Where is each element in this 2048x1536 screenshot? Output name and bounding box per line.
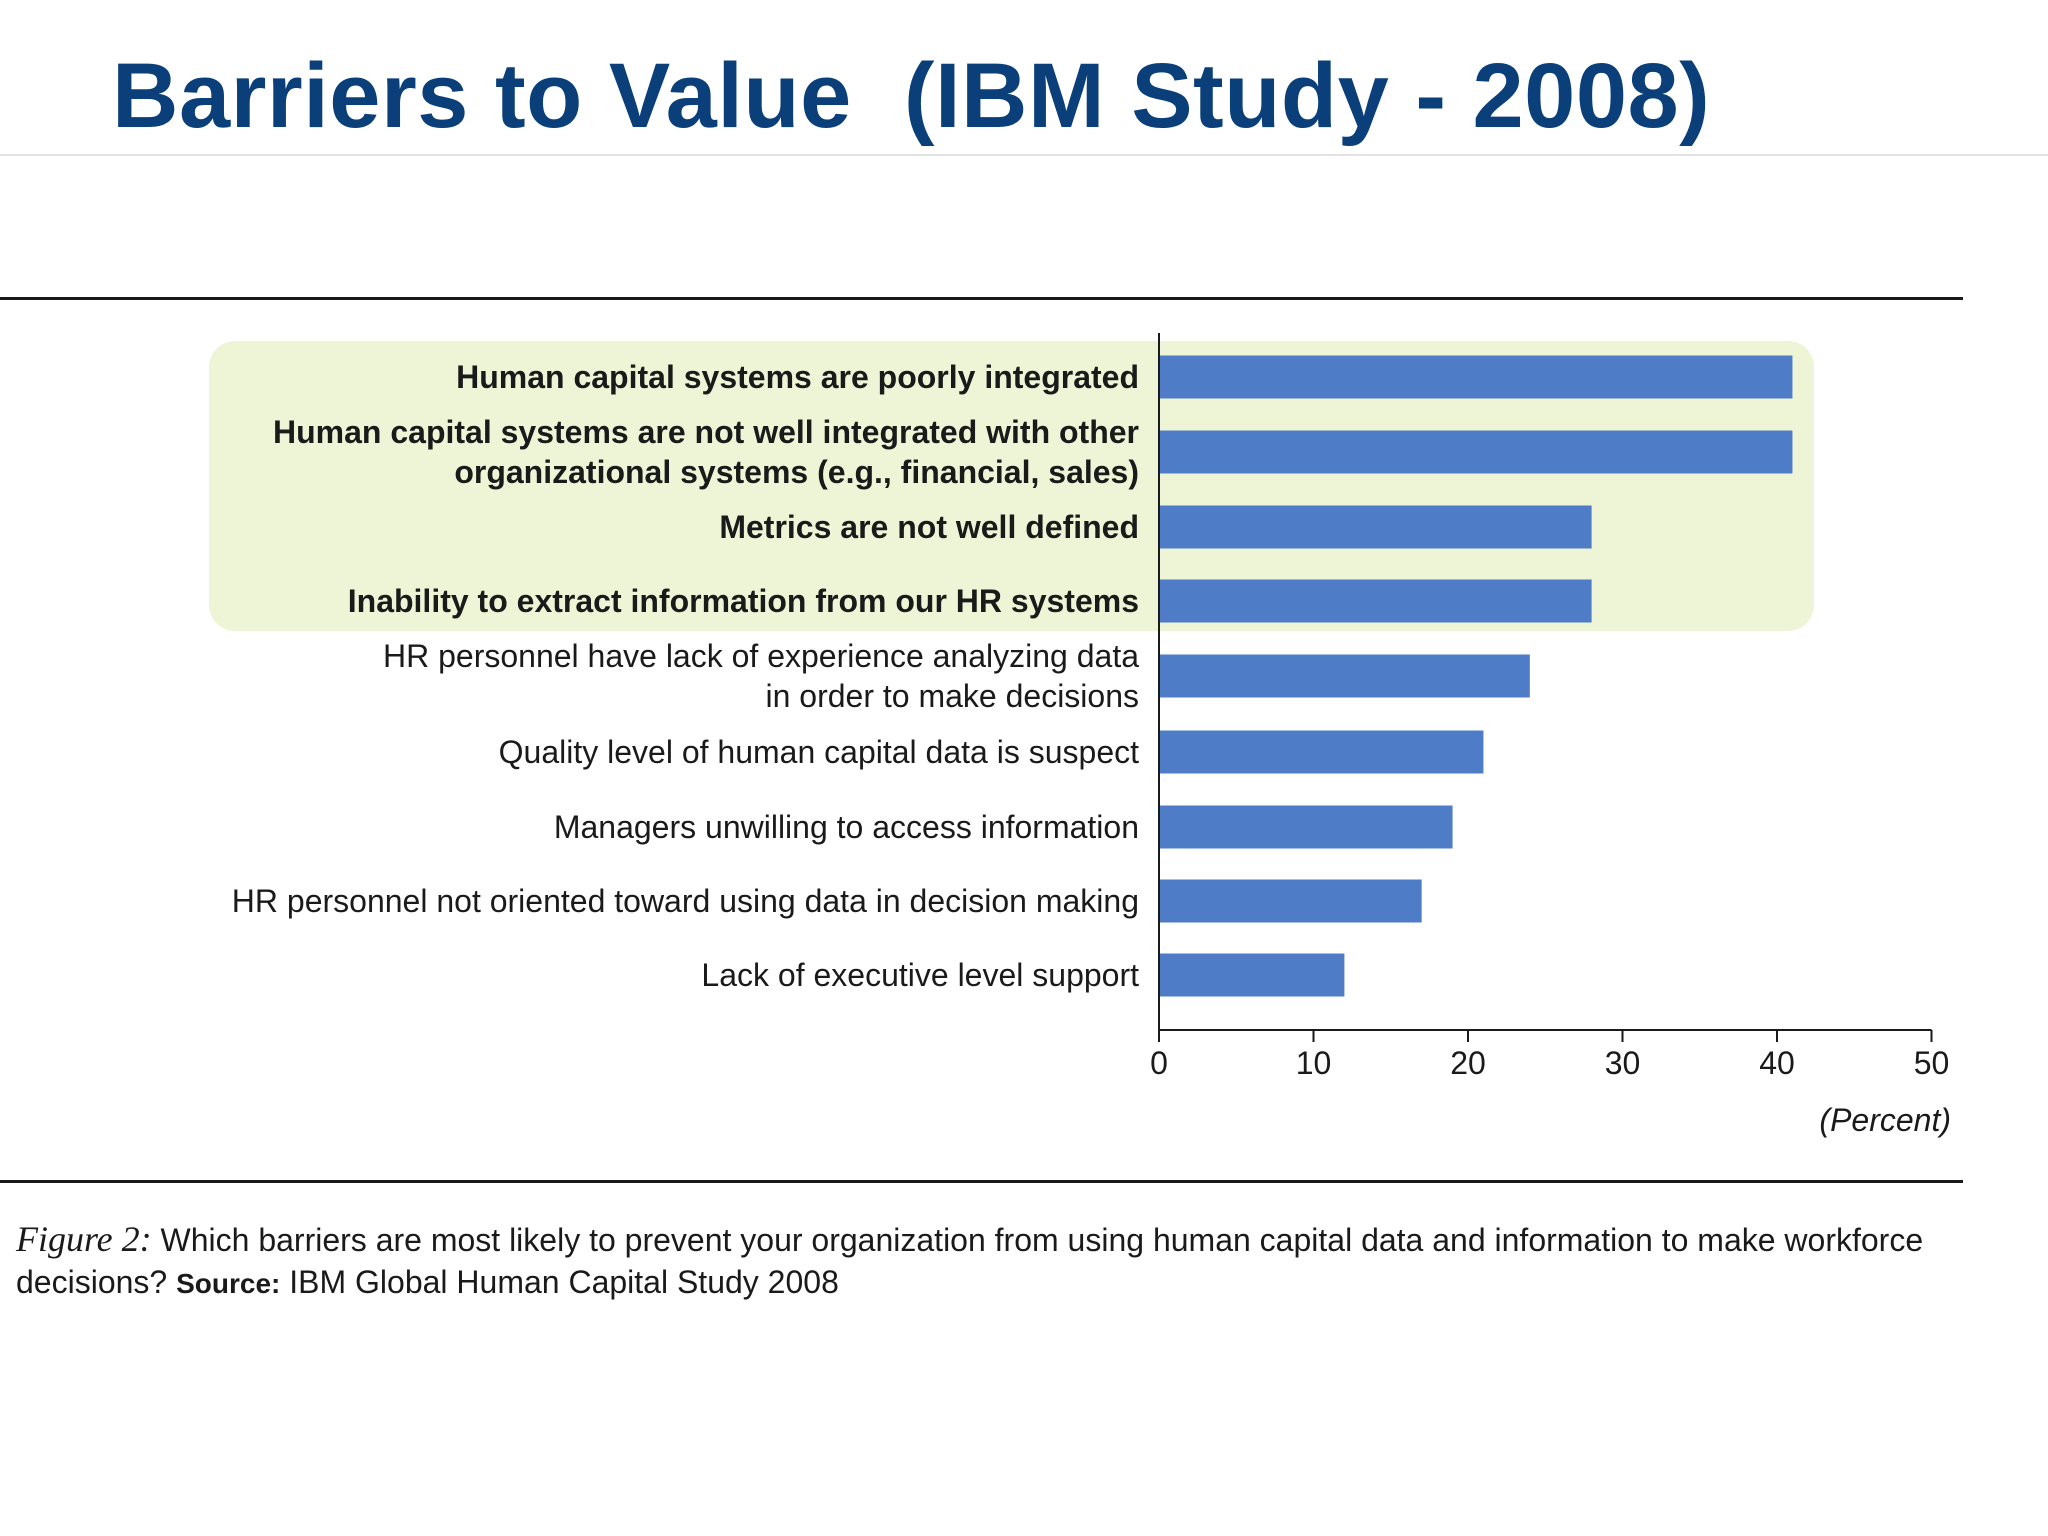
figure-question: Which barriers are most likely to preven… (16, 1222, 1924, 1300)
figure-label: Figure 2: (16, 1219, 152, 1259)
title-divider (0, 154, 2048, 156)
source-text: IBM Global Human Capital Study 2008 (280, 1264, 839, 1300)
bar-chart: Human capital systems are poorly integra… (209, 333, 1951, 1138)
bar (1159, 654, 1530, 698)
category-label: Inability to extract information from ou… (348, 583, 1139, 619)
category-label: HR personnel not oriented toward using d… (232, 883, 1139, 919)
figure-caption: Figure 2: Which barriers are most likely… (16, 1218, 1946, 1305)
figure-top-rule (0, 297, 1963, 300)
x-tick-label: 10 (1296, 1045, 1332, 1081)
bar (1159, 579, 1592, 623)
category-label: Quality level of human capital data is s… (499, 734, 1139, 770)
category-label: HR personnel have lack of experience ana… (383, 638, 1139, 674)
highlight-panel (209, 341, 1814, 631)
category-label: Human capital systems are not well integ… (273, 414, 1139, 450)
category-label: organizational systems (e.g., financial,… (454, 454, 1139, 490)
bar (1159, 953, 1345, 997)
x-tick-label: 40 (1759, 1045, 1795, 1081)
bar (1159, 355, 1793, 399)
category-label: Lack of executive level support (701, 957, 1139, 993)
x-tick-label: 50 (1914, 1045, 1950, 1081)
source-label: Source: (176, 1268, 281, 1299)
bar (1159, 430, 1793, 474)
category-label: Metrics are not well defined (719, 509, 1139, 545)
x-tick-label: 0 (1150, 1045, 1168, 1081)
slide-title: Barriers to Value (IBM Study - 2008) (112, 45, 1711, 147)
category-label: in order to make decisions (765, 678, 1139, 714)
x-tick-label: 20 (1450, 1045, 1486, 1081)
category-label: Managers unwilling to access information (554, 809, 1139, 845)
category-label: Human capital systems are poorly integra… (456, 359, 1139, 395)
bar (1159, 805, 1453, 849)
x-axis-label: (Percent) (1819, 1102, 1951, 1138)
bar (1159, 505, 1592, 549)
bar (1159, 730, 1484, 774)
bar (1159, 879, 1422, 923)
figure-bottom-rule (0, 1180, 1963, 1183)
x-tick-label: 30 (1605, 1045, 1641, 1081)
